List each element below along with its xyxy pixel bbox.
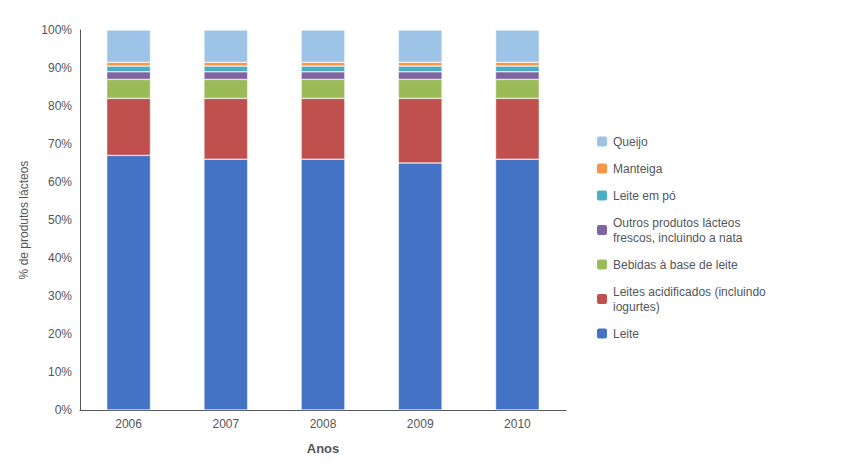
- svg-text:100%: 100%: [41, 23, 72, 37]
- svg-text:% de produtos lácteos: % de produtos lácteos: [17, 161, 31, 280]
- svg-text:40%: 40%: [48, 251, 72, 265]
- svg-text:30%: 30%: [48, 289, 72, 303]
- svg-text:80%: 80%: [48, 99, 72, 113]
- svg-text:Bebidas à base de leite: Bebidas à base de leite: [613, 258, 738, 272]
- svg-text:frescos, incluindo a nata: frescos, incluindo a nata: [613, 231, 743, 245]
- svg-text:60%: 60%: [48, 175, 72, 189]
- svg-text:Outros produtos lácteos: Outros produtos lácteos: [613, 216, 740, 230]
- svg-text:10%: 10%: [48, 365, 72, 379]
- svg-text:Leite em pó: Leite em pó: [613, 189, 676, 203]
- svg-text:2009: 2009: [407, 417, 434, 431]
- svg-text:iogurtes): iogurtes): [613, 300, 660, 314]
- svg-text:90%: 90%: [48, 61, 72, 75]
- svg-text:70%: 70%: [48, 137, 72, 151]
- svg-text:0%: 0%: [55, 403, 73, 417]
- svg-text:2008: 2008: [310, 417, 337, 431]
- svg-text:2006: 2006: [115, 417, 142, 431]
- svg-text:2010: 2010: [504, 417, 531, 431]
- svg-text:Anos: Anos: [307, 441, 340, 456]
- svg-text:Queijo: Queijo: [613, 135, 648, 149]
- svg-text:Leite: Leite: [613, 327, 639, 341]
- svg-text:20%: 20%: [48, 327, 72, 341]
- svg-text:Manteiga: Manteiga: [613, 162, 663, 176]
- svg-text:50%: 50%: [48, 213, 72, 227]
- svg-text:Leites acidificados (incluindo: Leites acidificados (incluindo: [613, 285, 766, 299]
- svg-text:2007: 2007: [212, 417, 239, 431]
